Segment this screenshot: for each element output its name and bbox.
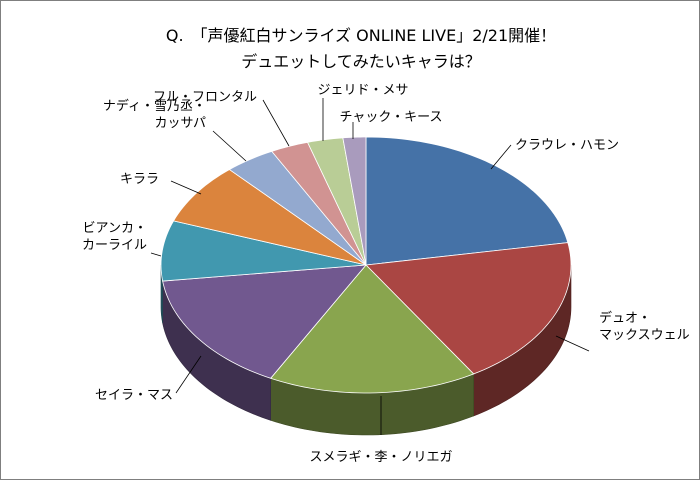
slice-label-8: フル・フロンタル	[153, 90, 257, 105]
pie-slice-8	[271, 141, 367, 266]
leader-line-2	[555, 335, 590, 352]
slice-label-7: カッサパ	[155, 116, 206, 131]
slice-label-1: クラウレ・ハモン	[515, 138, 619, 153]
slice-label-5: ビアンカ・	[83, 221, 147, 236]
pie-slice-6	[172, 169, 367, 266]
pie-slice-9	[306, 137, 367, 266]
slice-label-5: カーライル	[82, 238, 147, 253]
slice-label-7: ナディ・雪乃丞・	[103, 98, 206, 114]
leader-line-6	[170, 180, 202, 195]
pie-slice-5	[160, 220, 367, 282]
pie-slice-4	[162, 264, 367, 379]
leader-line-1	[490, 144, 512, 170]
chart-subtitle: デュエットしてみたいキャラは？	[241, 52, 481, 71]
leader-line-5	[150, 252, 162, 257]
leader-line-4	[175, 355, 202, 394]
pie-slices	[160, 136, 572, 394]
pie-slice-7	[228, 150, 367, 266]
pie-slice-10	[342, 136, 367, 266]
slice-label-6: キララ	[120, 172, 159, 187]
slice-label-2: マックスウェル	[599, 328, 690, 343]
pie-sides	[160, 264, 572, 436]
pie-slice-2	[365, 242, 572, 375]
slice-label-2: デュオ・	[599, 310, 651, 326]
slice-label-3: スメラギ・李・ノリエガ	[309, 450, 452, 465]
slice-label-10: チャック・キース	[340, 110, 443, 125]
pie-slice-1	[365, 136, 569, 266]
pie-slice-3	[269, 264, 475, 394]
slice-label-4: セイラ・マス	[95, 388, 173, 403]
leader-line-8	[262, 99, 290, 147]
chart-title: Q. 「声優紅白サンライズ ONLINE LIVE」2/21開催！	[166, 26, 556, 45]
slice-label-9: ジェリド・メサ	[317, 83, 408, 98]
leader-line-7	[212, 130, 247, 162]
